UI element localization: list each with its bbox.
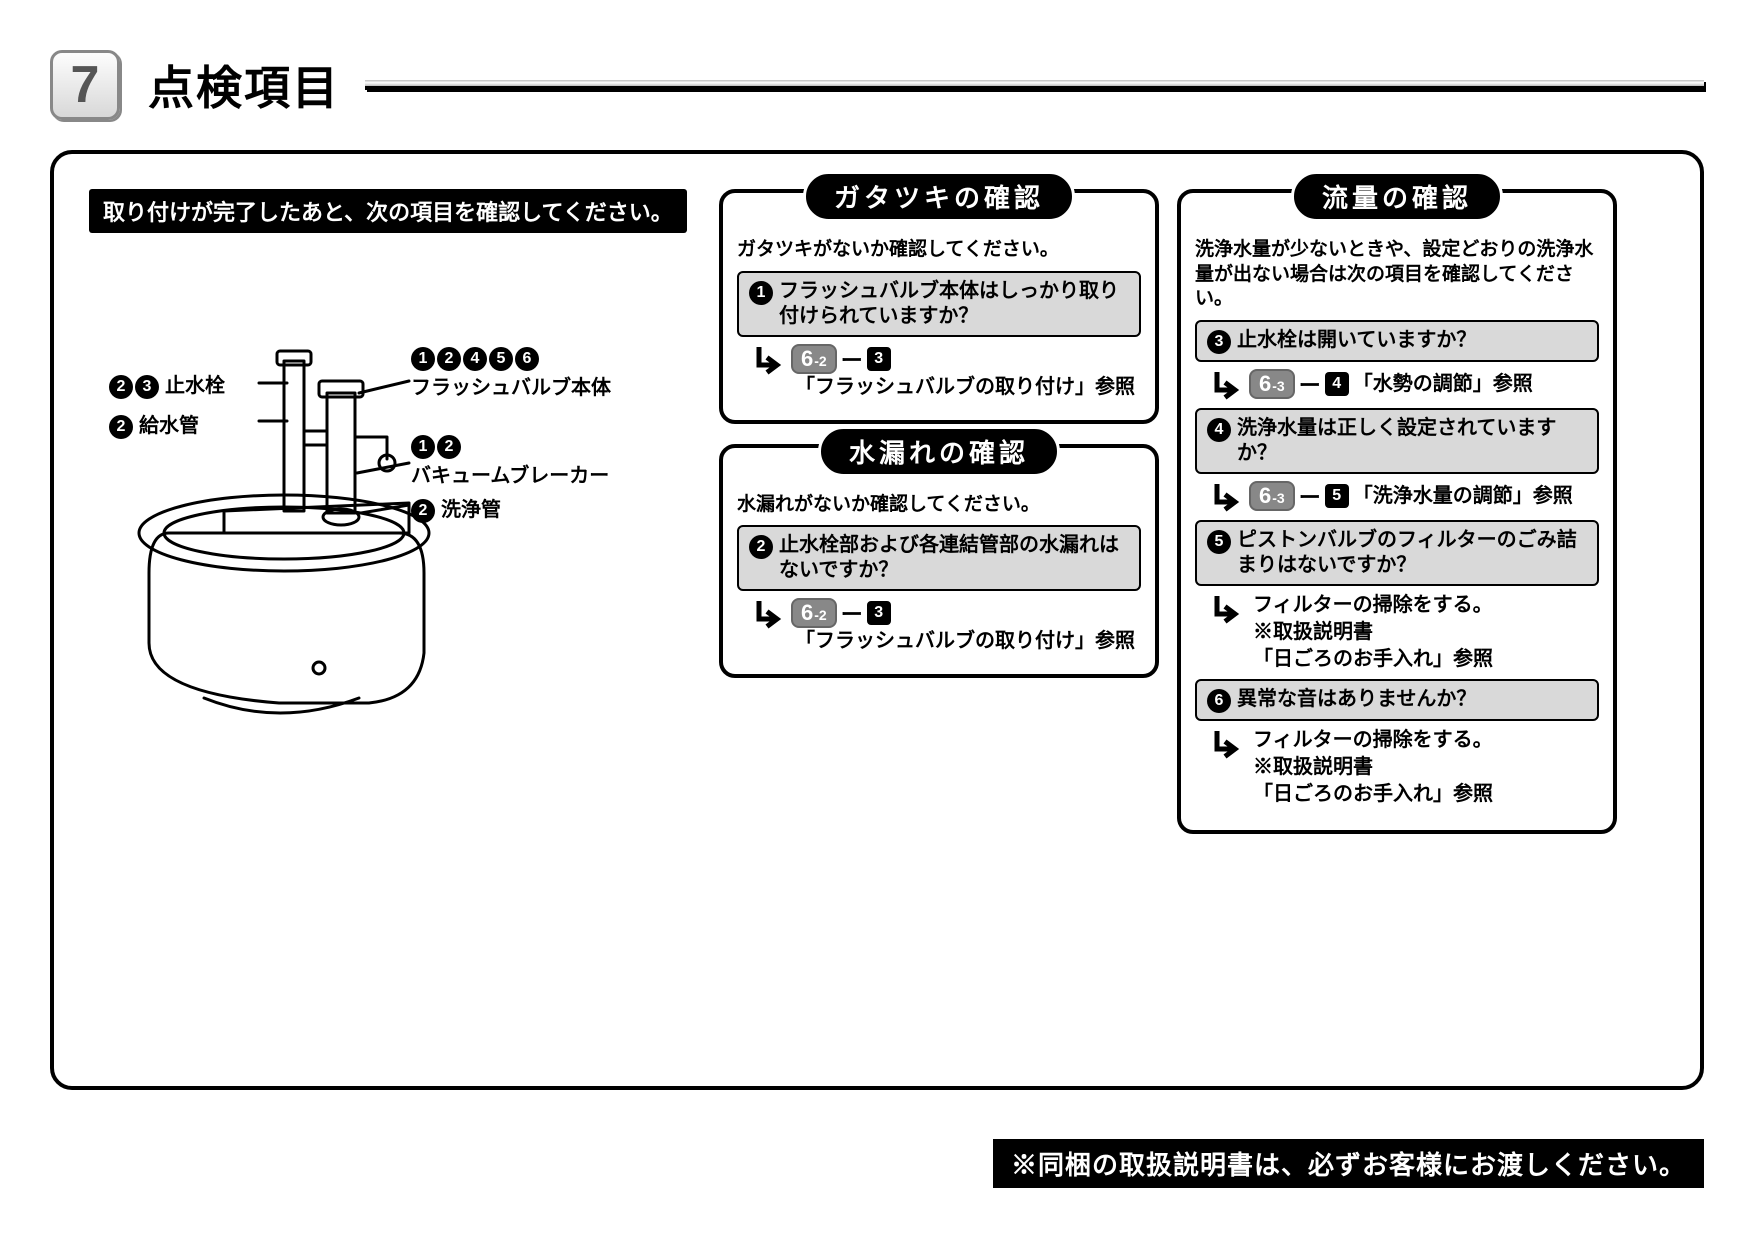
num-icon: 1 — [411, 347, 435, 371]
reference-row: 6-2 ー 3 「フラッシュバルブの取り付け」参照 — [755, 597, 1141, 654]
group-lead: 水漏れがないか確認してください。 — [737, 493, 1141, 518]
reference-row: 6-3 ー 5 「洗浄水量の調節」参照 — [1213, 480, 1599, 514]
ref-text: 「洗浄水量の調節」参照 — [1353, 484, 1573, 509]
ref-badge: 6-3 — [1249, 481, 1295, 511]
toilet-svg — [109, 273, 669, 733]
question-box: 6 異常な音はありませんか？ — [1195, 679, 1599, 721]
callout-label: バキュームブレーカー — [411, 459, 609, 488]
callout-label: 給水管 — [139, 415, 199, 437]
manual-page: 7 点検項目 取り付けが完了したあと、次の項目を確認してください。 — [0, 0, 1754, 1240]
left-column: 取り付けが完了したあと、次の項目を確認してください。 — [89, 189, 699, 1061]
num-icon: 4 — [1207, 418, 1231, 442]
group-wobble: ガタツキの確認 ガタツキがないか確認してください。 1 フラッシュバルブ本体はし… — [719, 189, 1159, 424]
callout-vacuum-breaker: 1 2 バキュームブレーカー — [411, 435, 609, 488]
callout-label: 洗浄管 — [441, 499, 501, 521]
callout-flush-valve: 1 2 4 5 6 フラッシュバルブ本体 — [411, 347, 611, 400]
section-header: 7 点検項目 — [50, 50, 1704, 120]
sq-num-icon: 4 — [1325, 372, 1349, 396]
section-number-box: 7 — [50, 50, 120, 120]
reference-plain: フィルターの掃除をする。 ※取扱説明書 「日ごろのお手入れ」参照 — [1253, 727, 1493, 808]
dash: ー — [1299, 480, 1321, 512]
main-frame: 取り付けが完了したあと、次の項目を確認してください。 — [50, 150, 1704, 1090]
group-lead: 洗浄水量が少ないときや、設定どおりの洗浄水量が出ない場合は次の項目を確認してくだ… — [1195, 238, 1599, 312]
dash: ー — [841, 343, 863, 375]
toilet-diagram: 2 3 止水栓 2 給水管 1 2 4 5 6 — [109, 273, 669, 733]
ref-text: 「水勢の調節」参照 — [1353, 372, 1533, 397]
arrow-icon — [755, 347, 785, 377]
num-icon: 3 — [135, 375, 159, 399]
sq-num-icon: 3 — [867, 347, 891, 371]
mid-column: ガタツキの確認 ガタツキがないか確認してください。 1 フラッシュバルブ本体はし… — [719, 189, 1159, 1061]
num-icon: 2 — [109, 415, 133, 439]
num-icon: 2 — [109, 375, 133, 399]
callout-flush-pipe: 2 洗浄管 — [411, 493, 501, 523]
question-text: 洗浄水量は正しく設定されていますか？ — [1237, 416, 1587, 466]
group-title: 流量の確認 — [1291, 171, 1503, 222]
num-icon: 2 — [437, 435, 461, 459]
sq-num-icon: 5 — [1325, 484, 1349, 508]
callout-label: 止水栓 — [165, 375, 225, 397]
section-number: 7 — [71, 55, 100, 115]
num-icon: 3 — [1207, 330, 1231, 354]
question-text: フラッシュバルブ本体はしっかり取り付けられていますか？ — [779, 279, 1129, 329]
reference-row: 6-3 ー 4 「水勢の調節」参照 — [1213, 368, 1599, 402]
num-icon: 5 — [489, 347, 513, 371]
group-lead: ガタツキがないか確認してください。 — [737, 238, 1141, 263]
num-icon: 6 — [1207, 689, 1231, 713]
arrow-icon — [1213, 731, 1243, 761]
question-box: 4 洗浄水量は正しく設定されていますか？ — [1195, 408, 1599, 474]
num-icon: 6 — [515, 347, 539, 371]
right-column: 流量の確認 洗浄水量が少ないときや、設定どおりの洗浄水量が出ない場合は次の項目を… — [1177, 189, 1617, 1061]
question-box: 5 ピストンバルブのフィルターのごみ詰まりはないですか？ — [1195, 520, 1599, 586]
arrow-icon — [1213, 484, 1243, 514]
num-icon: 5 — [1207, 530, 1231, 554]
title-rule — [365, 80, 1704, 90]
group-leak: 水漏れの確認 水漏れがないか確認してください。 2 止水栓部および各連結管部の水… — [719, 444, 1159, 679]
arrow-icon — [755, 601, 785, 631]
question-text: 止水栓は開いていますか？ — [1237, 328, 1476, 353]
question-text: 異常な音はありませんか？ — [1237, 687, 1476, 712]
callout-label: フラッシュバルブ本体 — [411, 371, 611, 400]
question-text: ピストンバルブのフィルターのごみ詰まりはないですか？ — [1237, 528, 1587, 578]
callout-stop-valve: 2 3 止水栓 — [109, 369, 225, 399]
num-icon: 2 — [411, 499, 435, 523]
group-title: 水漏れの確認 — [818, 426, 1060, 477]
num-icon: 4 — [463, 347, 487, 371]
num-icon: 2 — [437, 347, 461, 371]
reference-row: フィルターの掃除をする。 ※取扱説明書 「日ごろのお手入れ」参照 — [1213, 727, 1599, 808]
num-icon: 1 — [749, 281, 773, 305]
num-icon: 2 — [749, 535, 773, 559]
ref-badge: 6-2 — [791, 598, 837, 628]
group-title: ガタツキの確認 — [803, 171, 1075, 222]
ref-badge: 6-3 — [1249, 369, 1295, 399]
dash: ー — [1299, 368, 1321, 400]
num-icon: 1 — [411, 435, 435, 459]
footer-note: ※同梱の取扱説明書は、必ずお客様にお渡しください。 — [993, 1139, 1704, 1188]
arrow-icon — [1213, 596, 1243, 626]
instruction-bar: 取り付けが完了したあと、次の項目を確認してください。 — [89, 189, 687, 233]
dash: ー — [841, 597, 863, 629]
question-box: 2 止水栓部および各連結管部の水漏れはないですか？ — [737, 525, 1141, 591]
question-text: 止水栓部および各連結管部の水漏れはないですか？ — [779, 533, 1129, 583]
ref-text: 「フラッシュバルブの取り付け」参照 — [795, 375, 1135, 400]
sq-num-icon: 3 — [867, 601, 891, 625]
group-flow: 流量の確認 洗浄水量が少ないときや、設定どおりの洗浄水量が出ない場合は次の項目を… — [1177, 189, 1617, 834]
question-box: 3 止水栓は開いていますか？ — [1195, 320, 1599, 362]
reference-plain: フィルターの掃除をする。 ※取扱説明書 「日ごろのお手入れ」参照 — [1253, 592, 1493, 673]
callout-supply-pipe: 2 給水管 — [109, 409, 199, 439]
right-area: ガタツキの確認 ガタツキがないか確認してください。 1 フラッシュバルブ本体はし… — [719, 189, 1665, 1061]
reference-row: 6-2 ー 3 「フラッシュバルブの取り付け」参照 — [755, 343, 1141, 400]
ref-text: 「フラッシュバルブの取り付け」参照 — [795, 629, 1135, 654]
question-box: 1 フラッシュバルブ本体はしっかり取り付けられていますか？ — [737, 271, 1141, 337]
section-title: 点検項目 — [148, 52, 340, 118]
arrow-icon — [1213, 372, 1243, 402]
reference-row: フィルターの掃除をする。 ※取扱説明書 「日ごろのお手入れ」参照 — [1213, 592, 1599, 673]
ref-badge: 6-2 — [791, 344, 837, 374]
